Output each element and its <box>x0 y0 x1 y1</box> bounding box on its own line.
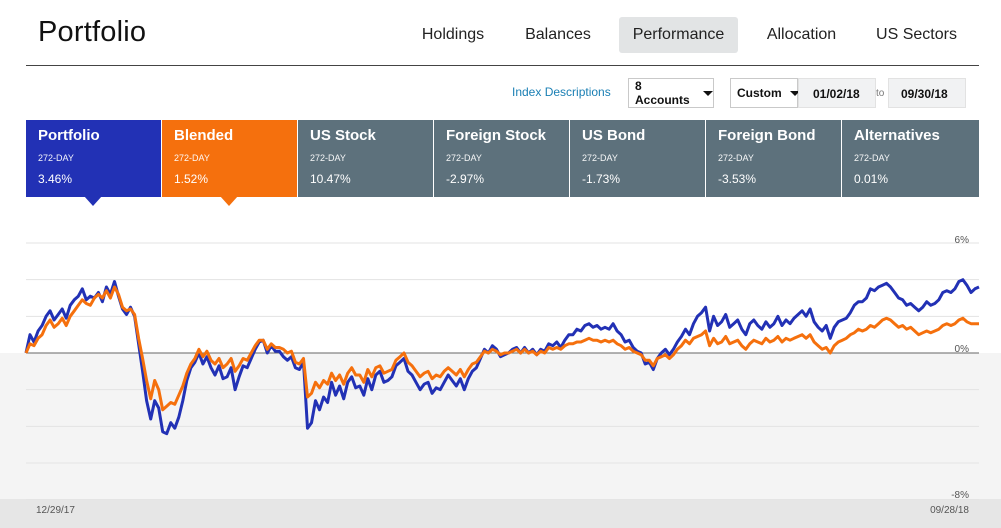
tab-balances[interactable]: Balances <box>525 26 591 43</box>
tab-holdings[interactable]: Holdings <box>421 26 485 43</box>
end-date-field[interactable] <box>888 78 966 108</box>
card-return: 1.52% <box>174 172 209 186</box>
performance-chart[interactable]: 6% 0% -8% 12/29/17 09/28/18 <box>0 215 1001 528</box>
card-return: 10.47% <box>310 172 351 186</box>
range-select-value: Custom <box>737 86 782 100</box>
x-label-start: 12/29/17 <box>36 505 75 516</box>
card-us-bond[interactable]: US Bond 272-DAY -1.73% <box>570 120 705 197</box>
card-us-stock[interactable]: US Stock 272-DAY 10.47% <box>298 120 433 197</box>
chevron-down-icon <box>703 90 713 96</box>
accounts-select[interactable]: 8 Accounts <box>628 78 714 108</box>
grid-lines <box>26 242 979 501</box>
range-select[interactable]: Custom <box>730 78 800 108</box>
card-blended[interactable]: Blended 272-DAY 1.52% <box>162 120 297 197</box>
accounts-select-value: 8 Accounts <box>635 79 690 107</box>
card-return: 0.01% <box>854 172 889 186</box>
series-lines <box>24 278 980 436</box>
card-portfolio[interactable]: Portfolio 272-DAY 3.46% <box>26 120 161 197</box>
card-period: 272-DAY <box>174 153 210 163</box>
card-period: 272-DAY <box>38 153 74 163</box>
card-name: Alternatives <box>854 127 940 144</box>
y-label-top: 6% <box>955 235 970 246</box>
start-date-field[interactable] <box>798 78 876 108</box>
series-line-blended <box>24 285 979 412</box>
tab-allocation[interactable]: Allocation <box>766 26 837 43</box>
card-period: 272-DAY <box>446 153 482 163</box>
card-period: 272-DAY <box>310 153 346 163</box>
card-name: US Bond <box>582 127 646 144</box>
page-title: Portfolio <box>38 16 147 48</box>
x-label-end: 09/28/18 <box>930 505 969 516</box>
card-period: 272-DAY <box>582 153 618 163</box>
card-foreign-stock[interactable]: Foreign Stock 272-DAY -2.97% <box>434 120 569 197</box>
card-return: -3.53% <box>718 172 757 186</box>
card-return: -2.97% <box>446 172 485 186</box>
card-return: 3.46% <box>38 172 73 186</box>
card-name: Portfolio <box>38 127 100 144</box>
negative-region-background <box>0 353 1001 528</box>
index-descriptions-link[interactable]: Index Descriptions <box>512 85 611 99</box>
card-period: 272-DAY <box>854 153 890 163</box>
card-period: 272-DAY <box>718 153 754 163</box>
end-date-value[interactable]: 09/30/18 <box>901 87 948 101</box>
selected-card-pointer <box>84 196 102 206</box>
card-alternatives[interactable]: Alternatives 272-DAY 0.01% <box>842 120 979 197</box>
series-line-portfolio <box>24 278 980 436</box>
card-name: Foreign Bond <box>718 127 816 144</box>
header-divider <box>26 65 979 66</box>
x-axis-band <box>0 499 1001 528</box>
selected-card-pointer <box>220 196 238 206</box>
tab-us-sectors[interactable]: US Sectors <box>876 26 957 43</box>
card-name: Blended <box>174 127 234 144</box>
card-name: Foreign Stock <box>446 127 547 144</box>
y-label-bottom: -8% <box>951 490 969 501</box>
performance-chart-svg: 6% 0% -8% 12/29/17 09/28/18 <box>0 235 1001 528</box>
card-name: US Stock <box>310 127 376 144</box>
date-range-separator: to <box>876 88 885 99</box>
tab-performance[interactable]: Performance <box>619 17 738 53</box>
card-return: -1.73% <box>582 172 621 186</box>
card-foreign-bond[interactable]: Foreign Bond 272-DAY -3.53% <box>706 120 841 197</box>
start-date-value[interactable]: 01/02/18 <box>813 87 860 101</box>
y-label-zero: 0% <box>955 344 970 355</box>
chevron-down-icon <box>789 90 800 96</box>
